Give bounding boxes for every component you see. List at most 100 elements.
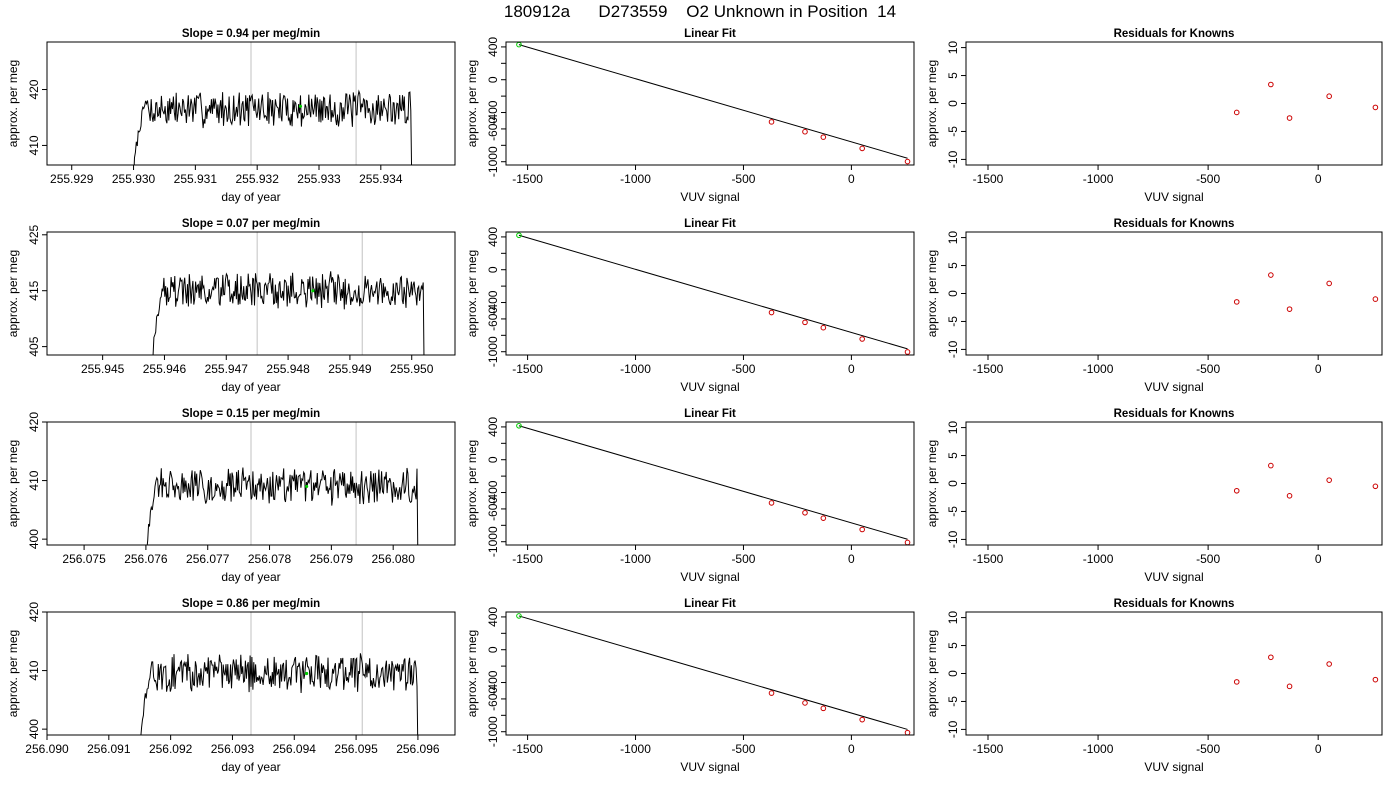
y-tick-label: -400 xyxy=(486,290,500,314)
x-tick-label: -1500 xyxy=(973,742,1004,756)
x-tick-label: 256.076 xyxy=(124,552,168,566)
y-tick-label: 410 xyxy=(27,660,41,680)
panel-1: Slope = 0.07 per meg/min 255.945 255.946 25… xyxy=(6,218,456,394)
x-tick-label: -1000 xyxy=(1083,362,1114,376)
y-axis-label: approx. per meg xyxy=(925,440,939,527)
known-point xyxy=(820,134,827,140)
plot-area xyxy=(516,613,911,735)
x-tick-label: 255.949 xyxy=(328,362,372,376)
x-tick-label: 256.095 xyxy=(334,742,378,756)
x-tick-label: 0 xyxy=(848,552,855,566)
y-tick-label: 400 xyxy=(486,37,500,57)
x-axis-label: VUV signal xyxy=(1144,760,1203,774)
y-tick-label: 400 xyxy=(27,719,41,739)
panel-title: Linear Fit xyxy=(684,598,736,610)
y-tick-label: -1000 xyxy=(486,146,500,177)
x-tick-label: 255.946 xyxy=(143,362,187,376)
known-point xyxy=(802,509,808,516)
y-tick-label: 415 xyxy=(27,280,41,300)
known-point xyxy=(904,729,911,735)
x-tick-label: -500 xyxy=(731,172,755,186)
x-tick-label: -1500 xyxy=(973,552,1004,566)
known-point xyxy=(802,128,808,135)
y-tick-label: 425 xyxy=(27,224,41,244)
x-tick-label: 256.079 xyxy=(310,552,354,566)
y-tick-label: 10 xyxy=(946,421,960,435)
x-tick-label: -1000 xyxy=(620,552,651,566)
x-axis-label: day of year xyxy=(221,760,280,774)
panel-title: Residuals for Knowns xyxy=(1114,218,1235,230)
x-tick-label: -1000 xyxy=(1083,172,1114,186)
plot-frame xyxy=(46,41,456,166)
panel-5: Linear Fit -1500 -1000 -500 0 -1000 -600-400 0 4… xyxy=(465,218,915,394)
x-tick-label: 256.078 xyxy=(248,552,292,566)
panel-title: Linear Fit xyxy=(684,218,736,230)
x-tick-label: 255.948 xyxy=(266,362,310,376)
panel-7: Linear Fit -1500 -1000 -500 0 -1000 -600-400 0 4… xyxy=(465,598,915,774)
x-tick-label: 0 xyxy=(1315,362,1322,376)
panel-0: Slope = 0.94 per meg/min 255.929 255.930 25… xyxy=(6,28,456,204)
known-point xyxy=(1326,661,1332,667)
y-tick-label: 420 xyxy=(27,79,41,99)
y-tick-label: -5 xyxy=(946,696,960,707)
known-point xyxy=(768,690,775,696)
known-point xyxy=(1233,109,1240,116)
plot-frame xyxy=(965,421,1383,546)
x-tick-label: 256.096 xyxy=(396,742,440,756)
y-tick-label: -1000 xyxy=(486,716,500,747)
panel-title: Slope = 0.07 per meg/min xyxy=(182,218,320,230)
x-tick-label: -1000 xyxy=(620,362,651,376)
plot-area xyxy=(516,422,911,545)
x-tick-label: -1000 xyxy=(620,742,651,756)
x-tick-label: 256.093 xyxy=(211,742,255,756)
x-tick-label: 0 xyxy=(848,172,855,186)
x-tick-label: -1500 xyxy=(512,172,543,186)
known-point xyxy=(1286,493,1293,499)
x-tick-label: -500 xyxy=(1196,552,1220,566)
x-tick-label: -1500 xyxy=(973,362,1004,376)
y-tick-label: -10 xyxy=(946,530,960,548)
y-tick-label: 10 xyxy=(946,231,960,245)
fit-line xyxy=(518,425,908,540)
x-axis-label: VUV signal xyxy=(1144,380,1203,394)
known-point xyxy=(820,515,827,521)
y-tick-label: 0 xyxy=(486,646,500,653)
y-tick-label: 400 xyxy=(486,607,500,627)
x-tick-label: 255.934 xyxy=(359,172,403,186)
panel-title: Slope = 0.15 per meg/min xyxy=(182,408,320,420)
y-tick-label: -10 xyxy=(946,720,960,738)
x-tick-label: 256.092 xyxy=(149,742,193,756)
y-tick-label: 420 xyxy=(27,602,41,622)
unknown-marker xyxy=(305,671,309,676)
panel-3: Slope = 0.86 per meg/min 256.090 256.091 25… xyxy=(6,598,456,774)
plot-area xyxy=(516,42,911,165)
y-tick-label: -5 xyxy=(946,506,960,517)
series-line xyxy=(152,271,425,355)
panel-9: Residuals for Knowns -1500 -1000 -500 0 -10 -5… xyxy=(925,218,1383,394)
series-line xyxy=(133,89,413,165)
plot-area xyxy=(516,232,911,355)
known-point xyxy=(1326,280,1332,287)
y-axis-label: approx. per meg xyxy=(6,630,20,717)
fit-line xyxy=(518,234,908,350)
known-point xyxy=(1372,483,1379,490)
x-tick-label: 0 xyxy=(848,742,855,756)
x-tick-label: 255.931 xyxy=(174,172,218,186)
x-tick-label: -500 xyxy=(1196,362,1220,376)
x-axis-label: VUV signal xyxy=(1144,190,1203,204)
y-tick-label: -600 xyxy=(486,117,500,141)
known-point xyxy=(1372,676,1379,683)
y-tick-label: -1000 xyxy=(486,526,500,557)
x-tick-label: -500 xyxy=(731,742,755,756)
fit-line xyxy=(518,44,908,159)
x-tick-label: -1500 xyxy=(512,362,543,376)
x-axis-label: day of year xyxy=(221,570,280,584)
x-tick-label: 0 xyxy=(1315,552,1322,566)
x-tick-label: 256.077 xyxy=(186,552,230,566)
x-tick-label: 255.930 xyxy=(112,172,156,186)
known-point xyxy=(1233,679,1240,685)
known-point xyxy=(768,309,775,316)
x-tick-label: -1000 xyxy=(620,172,651,186)
x-tick-label: 256.091 xyxy=(87,742,131,756)
